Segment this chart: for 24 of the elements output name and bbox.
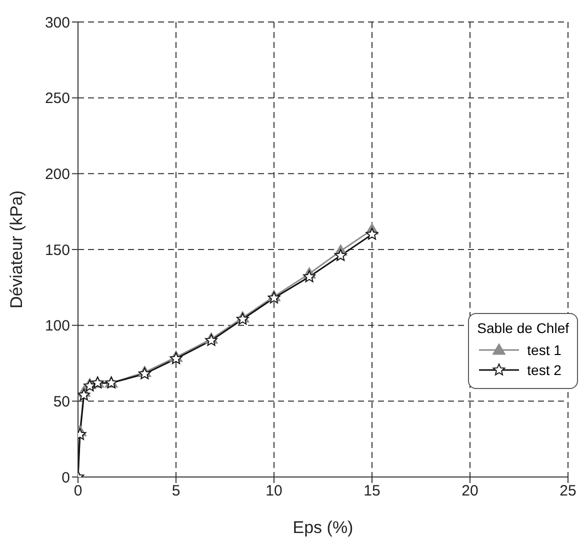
point [78,388,90,400]
point [236,312,249,325]
y-tick-label: 100 [44,318,70,335]
point [334,249,347,261]
y-tick-label: 250 [44,90,70,108]
point [366,228,378,240]
x-tick-label: 20 [462,482,478,500]
x-tick-label: 0 [74,482,82,500]
legend-label: test 2 [527,362,562,378]
y-tick-label: 200 [44,166,70,183]
x-tick-label: 15 [364,482,380,500]
y-tick-label: 50 [53,393,70,410]
point [170,352,182,364]
x-tick-label: 10 [266,482,282,500]
y-tick-label: 300 [44,14,70,32]
y-tick-label: 150 [44,242,70,259]
x-axis-title: Eps (%) [292,518,354,537]
legend-label: test 1 [527,342,562,358]
point [303,270,316,282]
x-tick-label: 25 [560,482,576,500]
legend-title: Sable de Chlef [477,320,569,336]
y-tick-label: 0 [62,469,70,486]
x-tick-label: 5 [172,482,180,500]
y-axis-title: Déviateur (kPa) [7,190,26,309]
